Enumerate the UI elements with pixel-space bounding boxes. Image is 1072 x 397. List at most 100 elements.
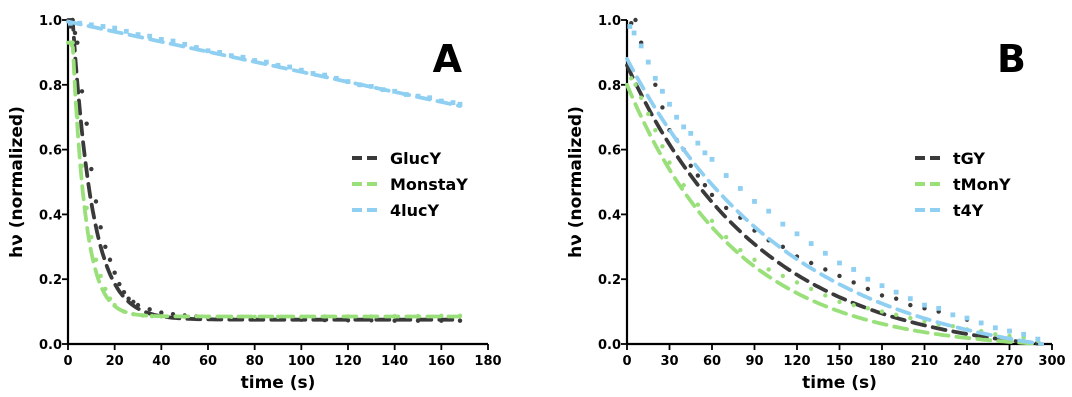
data-point: [766, 208, 772, 214]
data-point: [653, 82, 658, 88]
data-point: [1007, 328, 1012, 334]
data-point: [252, 314, 257, 319]
data-point: [646, 111, 651, 117]
x-tick-label: 60: [703, 354, 721, 369]
data-point: [369, 318, 374, 323]
data-point: [638, 43, 644, 49]
y-axis-title: hν (normalized): [566, 106, 586, 258]
data-point: [103, 244, 108, 249]
data-point: [893, 296, 899, 301]
data-point: [723, 234, 729, 240]
data-point: [93, 199, 99, 204]
x-tick-label: 0: [63, 354, 72, 369]
data-point: [709, 218, 715, 224]
chart-panel-a: 0 20 40 60 80 100 120 140 160 180 0.0 0.2 0.4 0.6 0.8 1…: [7, 14, 502, 393]
fit-curve: [66, 19, 462, 108]
series-monstay: [66, 40, 463, 319]
data-point: [865, 306, 871, 311]
x-tick-label: 20: [106, 354, 124, 369]
x-tick-label: 160: [428, 354, 455, 369]
data-point: [667, 101, 672, 107]
series-t4y: [625, 24, 1044, 346]
data-point: [147, 33, 153, 39]
data-point: [865, 276, 871, 282]
data-point: [633, 17, 638, 23]
x-tick-label: 80: [246, 354, 264, 369]
data-point: [879, 293, 885, 298]
x-tick-label: 140: [381, 354, 408, 369]
y-tick-label: 0.8: [598, 79, 621, 94]
data-point: [653, 127, 658, 133]
data-point: [702, 183, 708, 188]
y-tick-label: 0.4: [39, 208, 62, 223]
data-point: [837, 273, 842, 279]
data-point: [723, 173, 729, 178]
x-tick-label: 40: [152, 354, 170, 369]
data-point: [392, 88, 398, 94]
x-tick-label: 120: [783, 354, 810, 369]
data-point: [780, 221, 786, 227]
panel-letter: A: [433, 37, 463, 81]
data-point: [695, 202, 701, 207]
data-point: [158, 37, 164, 42]
y-tick-label: 1.0: [598, 14, 621, 29]
data-point: [170, 38, 176, 44]
data-point: [112, 25, 118, 31]
data-point: [936, 305, 942, 311]
data-point: [457, 318, 463, 323]
data-point: [135, 32, 141, 37]
data-point: [752, 199, 757, 204]
data-point: [182, 41, 188, 47]
y-axis-title: hν (normalized): [7, 106, 27, 258]
data-point: [837, 260, 842, 266]
legend-label: MonstaY: [390, 175, 468, 194]
series-4lucy: [66, 19, 463, 108]
legend-label: GlucY: [390, 149, 441, 168]
legend-entry: 4lucY: [352, 201, 439, 220]
data-point: [633, 82, 638, 88]
legend-label: tMonY: [953, 175, 1011, 194]
data-point: [702, 150, 708, 156]
data-point: [638, 95, 644, 100]
x-tick-label: 30: [660, 354, 678, 369]
data-point: [205, 48, 211, 54]
data-point: [72, 30, 78, 36]
data-point: [893, 289, 899, 295]
data-point: [950, 323, 956, 329]
legend-entry: t4Y: [915, 201, 984, 220]
data-point: [780, 273, 786, 279]
data-point: [993, 332, 998, 337]
data-point: [627, 24, 633, 29]
data-point: [645, 59, 651, 65]
data-point: [688, 131, 694, 136]
legend-label: t4Y: [953, 201, 984, 220]
data-point: [964, 315, 970, 321]
data-point: [117, 281, 122, 287]
data-point: [240, 54, 246, 60]
y-tick-label: 1.0: [39, 14, 62, 29]
data-point: [100, 24, 106, 29]
data-point: [660, 144, 665, 149]
data-point: [450, 100, 456, 106]
data-point: [950, 312, 956, 318]
data-point: [159, 310, 164, 315]
x-tick-label: 150: [826, 354, 853, 369]
data-point: [84, 121, 89, 126]
data-point: [89, 166, 94, 172]
data-point: [79, 89, 85, 94]
x-tick-label: 100: [288, 354, 315, 369]
y-tick-label: 0.6: [598, 144, 621, 159]
data-point: [629, 76, 634, 81]
data-point: [922, 302, 927, 308]
legend-entry: GlucY: [352, 149, 441, 168]
y-tick-label: 0.0: [39, 338, 62, 353]
data-point: [147, 307, 152, 312]
x-tick-label: 270: [996, 354, 1023, 369]
y-tick-label: 0.2: [39, 273, 62, 288]
data-point: [1021, 331, 1027, 337]
data-point: [674, 114, 679, 120]
data-point: [851, 267, 857, 272]
fit-curve: [625, 82, 1044, 346]
data-point: [723, 205, 729, 211]
data-point: [780, 244, 786, 249]
